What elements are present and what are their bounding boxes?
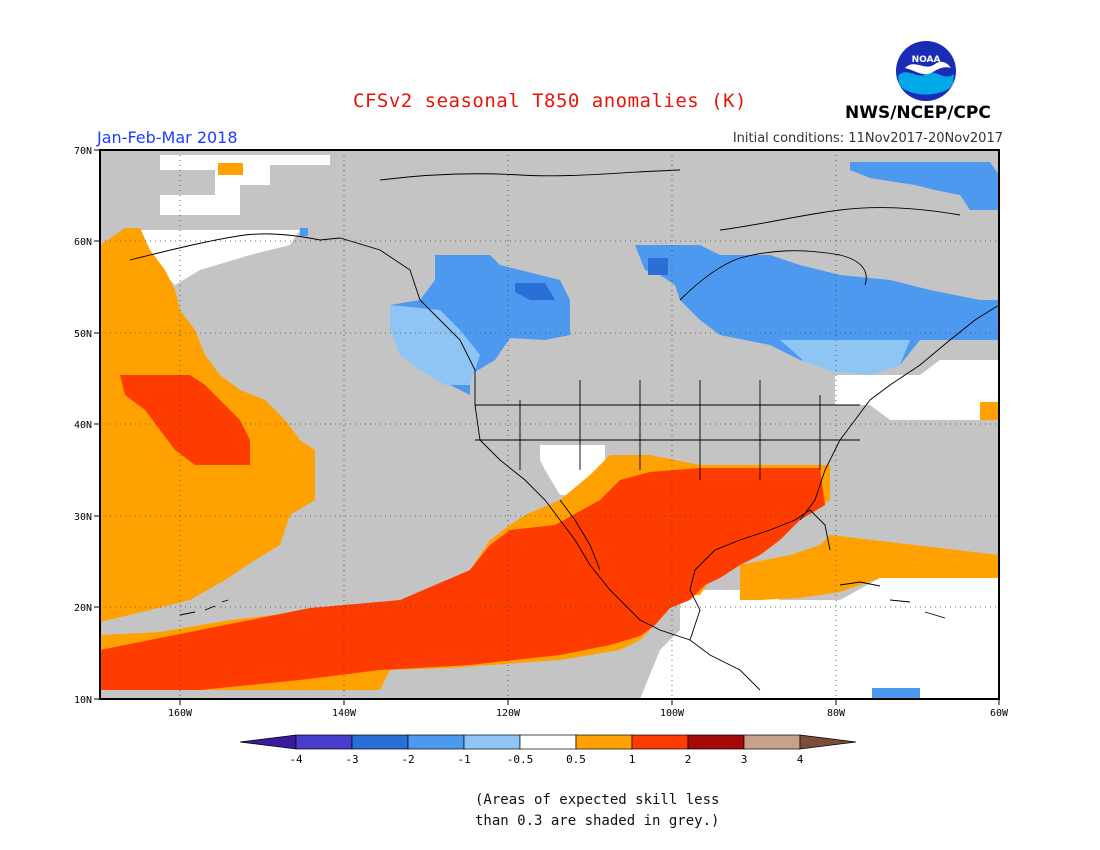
lat-label: 20N [74, 603, 92, 614]
noaa-logo: NOAA [896, 41, 956, 101]
orange-arctic-dot [218, 163, 243, 175]
legend-label: 0.5 [566, 753, 586, 766]
lat-label: 40N [74, 420, 92, 431]
legend-label: -4 [289, 753, 303, 766]
legend-arrow-high [799, 734, 857, 750]
lon-label: 80W [827, 708, 846, 719]
lon-label: 120W [496, 708, 521, 719]
skill-footnote: (Areas of expected skill less than 0.3 a… [475, 790, 719, 832]
anomaly-field [100, 150, 999, 699]
orange-small-northeast [980, 402, 999, 420]
legend-label: -3 [345, 753, 358, 766]
color-legend: -4 -3 -2 -1 -0.5 0.5 1 2 3 4 [239, 734, 857, 766]
legend-swatch [407, 734, 465, 750]
legend-swatch [463, 734, 521, 750]
legend-swatch [743, 734, 801, 750]
legend-label: -1 [457, 753, 470, 766]
legend-swatch [575, 734, 633, 750]
legend-swatch [295, 734, 353, 750]
dark-blue-northwest [515, 283, 555, 300]
blue-caribbean-patch [872, 688, 920, 699]
footnote-line: than 0.3 are shaded in grey.) [475, 813, 720, 829]
legend-arrow-low [239, 734, 297, 750]
lat-label: 50N [74, 329, 92, 340]
lat-label: 30N [74, 512, 92, 523]
light-blue-canada-east [780, 340, 910, 375]
axis-labels: 160W 140W 120W 100W 80W 60W 70N 60N 50N … [74, 146, 1009, 719]
legend-swatch [519, 734, 577, 750]
legend-label: 2 [685, 753, 692, 766]
coastlines [129, 169, 999, 691]
lon-label: 140W [332, 708, 357, 719]
agency-label: NWS/NCEP/CPC [845, 103, 991, 123]
legend-label: -2 [401, 753, 414, 766]
blue-arctic-east [850, 162, 999, 210]
axis-ticks [94, 149, 1000, 705]
lon-label: 60W [990, 708, 1009, 719]
legend-label: -0.5 [507, 753, 534, 766]
lon-label: 160W [168, 708, 193, 719]
lat-label: 10N [74, 695, 92, 706]
red-northeast-pacific [120, 375, 250, 465]
white-alaska-coast [140, 230, 300, 285]
white-arctic-patch [160, 155, 330, 215]
legend-label: 3 [741, 753, 748, 766]
legend-label: 1 [629, 753, 636, 766]
white-caribbean [640, 578, 999, 699]
initial-conditions: Initial conditions: 11Nov2017-20Nov2017 [732, 131, 1003, 146]
blue-small-patch [300, 228, 308, 236]
white-northeast [835, 360, 999, 420]
legend-swatch [687, 734, 745, 750]
map-title: CFSv2 seasonal T850 anomalies (K) [353, 90, 747, 112]
lat-label: 60N [74, 237, 92, 248]
legend-swatch [351, 734, 409, 750]
lat-label: 70N [74, 146, 92, 157]
lon-label: 100W [660, 708, 685, 719]
forecast-period: Jan-Feb-Mar 2018 [97, 128, 238, 147]
light-blue-northwest [390, 305, 480, 385]
legend-swatch [631, 734, 689, 750]
orange-caribbean-band [740, 535, 999, 600]
legend-label: 4 [797, 753, 804, 766]
footnote-line: (Areas of expected skill less [475, 792, 720, 808]
red-subtropical-band [100, 468, 825, 690]
dark-blue-hudson [648, 258, 668, 275]
logo-text: NOAA [912, 55, 941, 65]
